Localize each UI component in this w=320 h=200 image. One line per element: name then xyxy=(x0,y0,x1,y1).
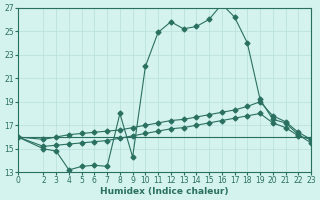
X-axis label: Humidex (Indice chaleur): Humidex (Indice chaleur) xyxy=(100,187,229,196)
